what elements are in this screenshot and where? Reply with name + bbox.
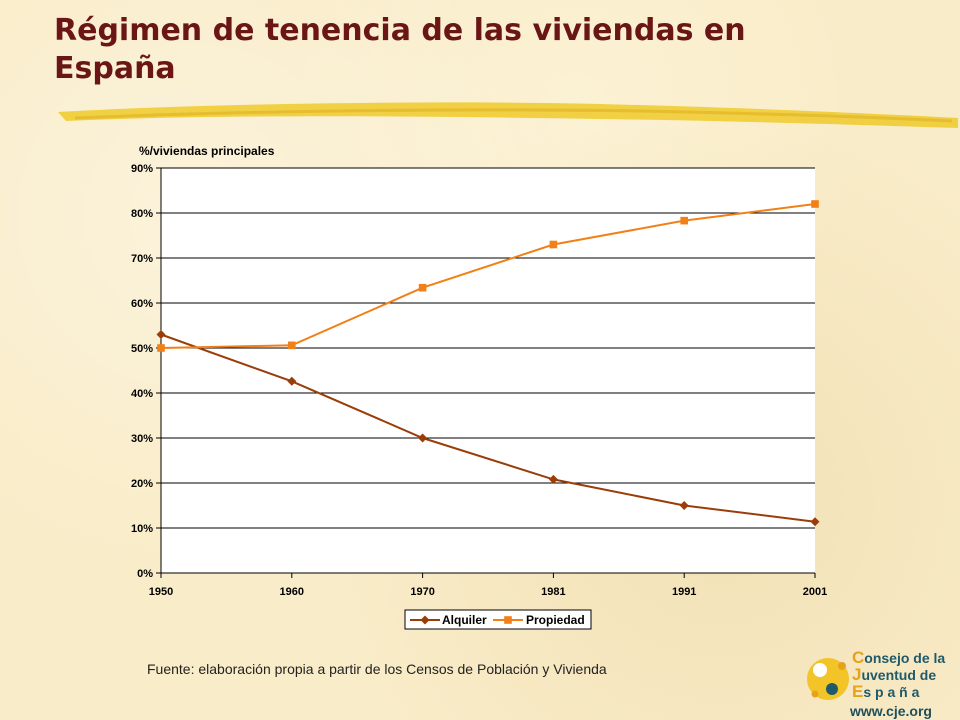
series-line-propiedad <box>160 203 816 349</box>
data-point-alquiler <box>156 330 166 339</box>
logo-line-3: Es p a ñ a <box>852 682 920 701</box>
x-axis-ticks: 1950 1960 1970 1981 1991 2001 <box>149 573 827 598</box>
logo-cap-2: J <box>852 665 862 684</box>
data-point-propiedad <box>811 200 819 208</box>
data-point-propiedad <box>157 344 165 352</box>
chart-legend: Alquiler Propiedad <box>404 609 592 630</box>
data-point-propiedad <box>680 216 688 225</box>
y-tick-label: 30% <box>131 433 153 445</box>
y-tick-label: 60% <box>131 298 153 310</box>
y-tick-label: 20% <box>131 478 153 490</box>
data-point-alquiler <box>679 501 689 510</box>
series-layer <box>156 200 820 527</box>
gridlines <box>161 167 815 529</box>
logo-url: www.cje.org <box>850 703 932 719</box>
legend-label-alquiler: Alquiler <box>442 613 487 627</box>
y-axis-title: %/viviendas principales <box>139 144 275 158</box>
logo-text-2: uventud de <box>861 667 937 683</box>
y-tick-label: 80% <box>131 208 153 220</box>
legend-marker-alquiler <box>420 615 430 625</box>
y-tick-label: 0% <box>137 568 153 580</box>
y-tick-label: 10% <box>131 523 153 535</box>
logo-text-3: s p a ñ a <box>863 684 920 700</box>
plot-area <box>161 168 815 573</box>
logo-text-1: onsejo de la <box>864 650 946 666</box>
source-note: Fuente: elaboración propia a partir de l… <box>147 661 607 677</box>
y-tick-label: 50% <box>131 343 153 355</box>
logo-line-1: Consejo de la <box>852 648 946 667</box>
data-point-alquiler <box>548 474 558 484</box>
data-point-propiedad <box>549 240 558 249</box>
x-tick-label: 1981 <box>541 586 565 598</box>
data-point-propiedad <box>418 283 427 292</box>
title-brush-stroke <box>58 102 958 128</box>
x-tick-label: 1991 <box>672 586 696 598</box>
legend-label-propiedad: Propiedad <box>526 613 585 627</box>
data-point-alquiler <box>418 433 428 443</box>
logo-emblem <box>807 658 849 700</box>
x-tick-label: 2001 <box>803 586 827 598</box>
x-tick-label: 1950 <box>149 586 173 598</box>
series-line-alquiler <box>160 333 816 523</box>
data-point-propiedad <box>288 341 296 350</box>
cje-logo: Consejo de la Juventud de Es p a ñ a www… <box>806 648 960 720</box>
slide-title: Régimen de tenencia de las viviendas en … <box>54 13 746 86</box>
y-tick-label: 40% <box>131 388 153 400</box>
logo-cap-3: E <box>852 682 864 701</box>
y-tick-label: 90% <box>131 163 153 175</box>
legend-marker-propiedad <box>504 616 512 624</box>
y-axis-ticks: 0% 10% 20% 30% 40% 50% 60% 70% 80% 90% <box>131 163 161 580</box>
logo-cap-1: C <box>852 648 865 667</box>
data-point-alquiler <box>287 376 297 386</box>
logo-line-2: Juventud de <box>852 665 937 684</box>
x-tick-label: 1960 <box>280 586 304 598</box>
x-tick-label: 1970 <box>410 586 434 598</box>
y-tick-label: 70% <box>131 253 153 265</box>
data-point-alquiler <box>810 517 820 527</box>
